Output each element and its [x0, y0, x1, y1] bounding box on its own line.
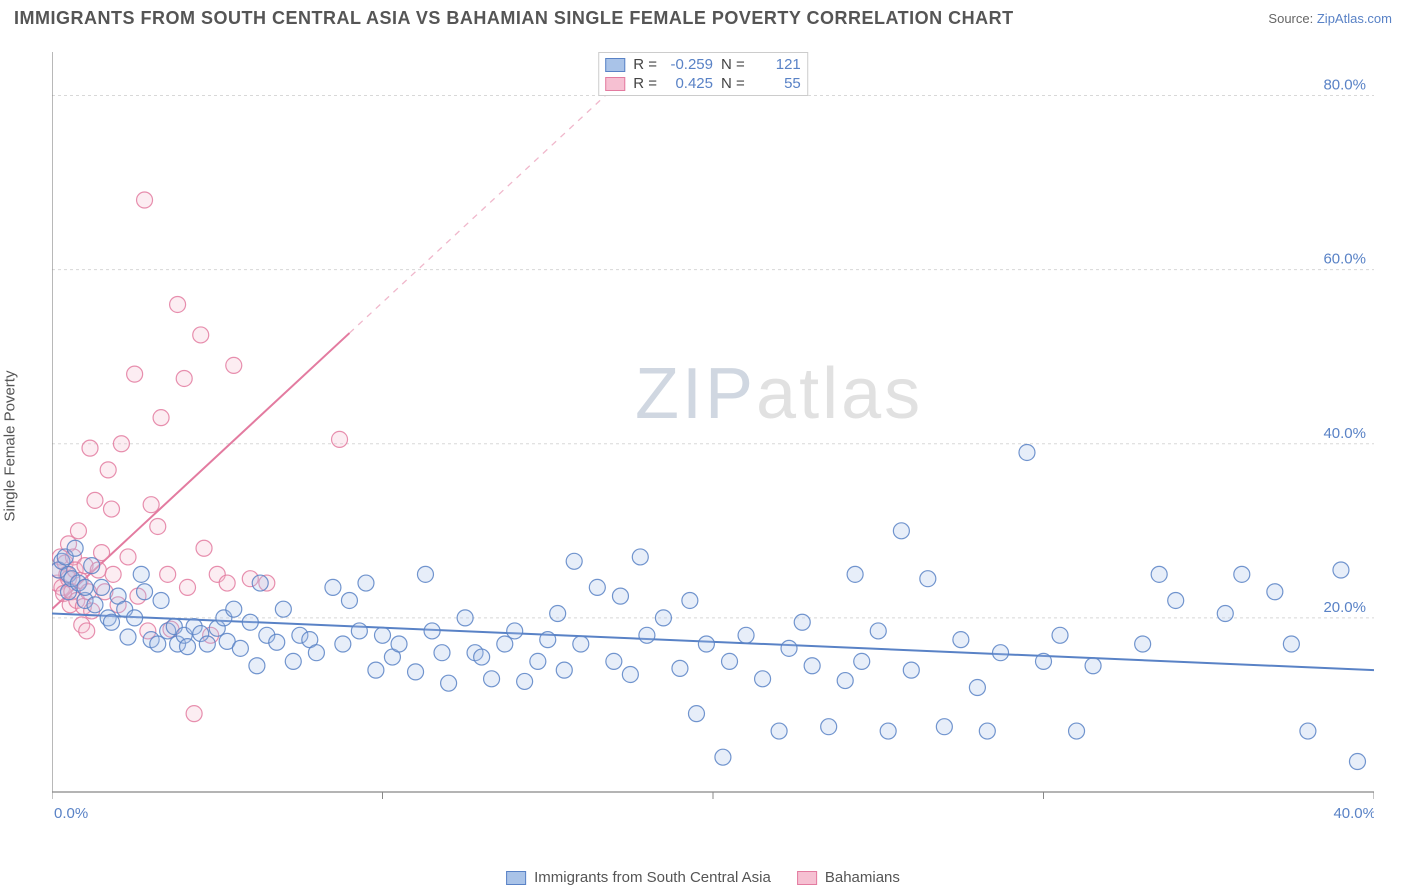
legend-row-series1: R = -0.259 N = 121 — [605, 55, 801, 74]
series2-name: Bahamians — [825, 869, 900, 886]
chart-title: IMMIGRANTS FROM SOUTH CENTRAL ASIA VS BA… — [14, 8, 1014, 29]
swatch-series2-bottom — [797, 871, 817, 885]
chart-area: 20.0%40.0%60.0%80.0%0.0%40.0% ZIPatlas — [52, 52, 1374, 830]
correlation-legend: R = -0.259 N = 121 R = 0.425 N = 55 — [598, 52, 808, 96]
n-value-series1: 121 — [753, 56, 801, 73]
n-label: N = — [721, 56, 745, 73]
series1-name: Immigrants from South Central Asia — [534, 869, 771, 886]
svg-text:0.0%: 0.0% — [54, 805, 88, 822]
svg-text:40.0%: 40.0% — [1323, 425, 1366, 442]
legend-row-series2: R = 0.425 N = 55 — [605, 74, 801, 93]
legend-item-series1: Immigrants from South Central Asia — [506, 869, 771, 886]
scatter-chart-svg: 20.0% 40.0% 60.0% 80.0% 0.0% 40.0% — [52, 52, 1374, 830]
svg-text:40.0%: 40.0% — [1333, 805, 1374, 822]
n-label: N = — [721, 75, 745, 92]
swatch-series1 — [605, 58, 625, 72]
source-label: Source: — [1268, 11, 1313, 26]
legend-item-series2: Bahamians — [797, 869, 900, 886]
n-value-series2: 55 — [753, 75, 801, 92]
source-link[interactable]: ZipAtlas.com — [1317, 11, 1392, 26]
y-axis-label: Single Female Poverty — [2, 371, 19, 522]
r-value-series1: -0.259 — [665, 56, 713, 73]
svg-text:60.0%: 60.0% — [1323, 251, 1366, 268]
r-label: R = — [633, 56, 657, 73]
svg-text:80.0%: 80.0% — [1323, 77, 1366, 94]
r-label: R = — [633, 75, 657, 92]
source-attribution: Source: ZipAtlas.com — [1268, 11, 1392, 26]
series-legend: Immigrants from South Central Asia Baham… — [506, 869, 900, 886]
swatch-series1-bottom — [506, 871, 526, 885]
r-value-series2: 0.425 — [665, 75, 713, 92]
svg-text:20.0%: 20.0% — [1323, 599, 1366, 616]
swatch-series2 — [605, 77, 625, 91]
